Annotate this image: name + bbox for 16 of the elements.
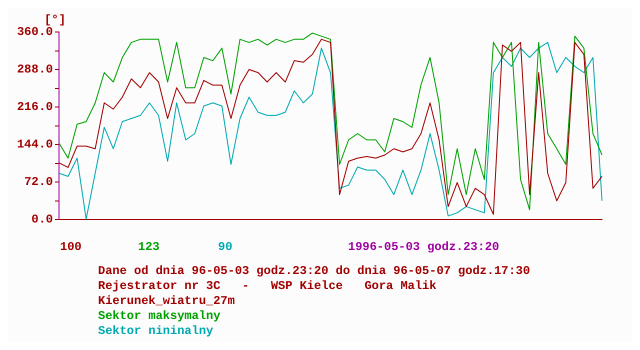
y-tick-label: 0.0 [31,212,53,227]
text: Sektor maksymalny [98,309,222,324]
text: Sektor nininalny [98,324,214,339]
y-axis-title: [°] [44,13,66,28]
y-tick-label: 144.0 [16,138,53,152]
text: Kierunek_wiatru_27m [98,294,236,309]
text: 90 [218,240,232,255]
text: Rejestrator nr 3C - WSP Kielce Gora Malik [98,279,438,294]
y-tick-label: 72.0 [24,175,53,190]
y-tick-label: 288.0 [16,62,53,77]
text: 123 [138,240,160,255]
y-tick-label: 360.0 [16,25,53,40]
y-tick-label: 216.0 [16,100,53,114]
text: 100 [60,240,82,255]
text: 1996-05-03 godz.23:20 [348,240,500,255]
text: Dane od dnia 96-05-03 godz.23:20 do dnia 96-05-07 godz.17:30 [98,264,532,279]
